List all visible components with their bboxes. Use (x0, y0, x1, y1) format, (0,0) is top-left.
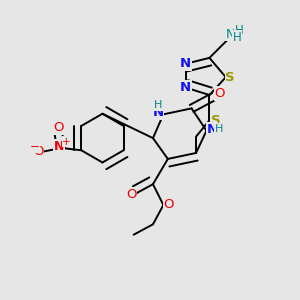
Text: N: N (180, 57, 191, 70)
Text: N: N (152, 106, 164, 119)
Text: O: O (126, 188, 136, 201)
Text: H: H (233, 31, 242, 44)
Text: −: − (30, 140, 40, 153)
Text: H: H (154, 100, 162, 110)
Text: S: S (225, 71, 235, 84)
Text: S: S (211, 114, 220, 127)
Text: O: O (214, 87, 225, 100)
Text: N: N (206, 123, 218, 136)
Text: N: N (226, 28, 235, 40)
Text: O: O (53, 121, 63, 134)
Text: H: H (215, 124, 223, 134)
Text: +: + (62, 137, 71, 147)
Text: N: N (180, 81, 191, 94)
Text: N: N (54, 140, 64, 153)
Text: H: H (235, 24, 244, 37)
Text: O: O (33, 145, 44, 158)
Text: O: O (164, 199, 174, 212)
